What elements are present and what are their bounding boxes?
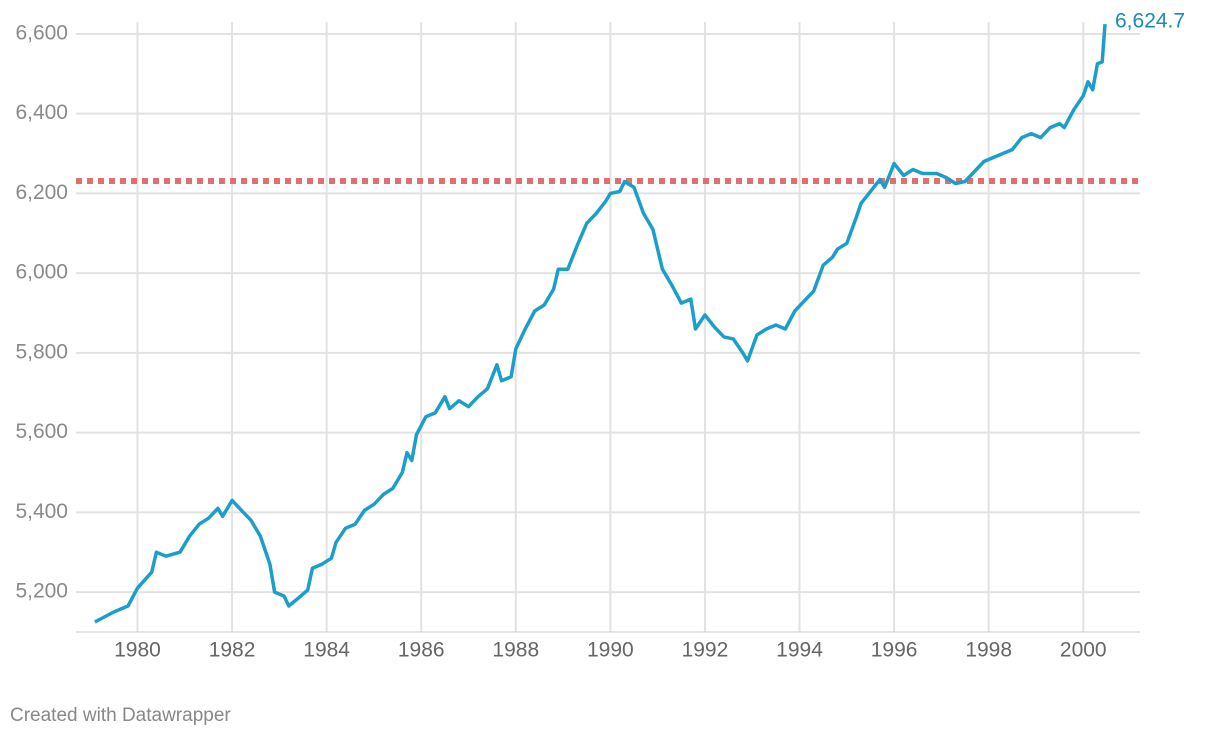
y-tick-label: 6,400 bbox=[15, 101, 68, 124]
y-tick-label: 5,600 bbox=[15, 420, 68, 443]
y-tick-label: 6,600 bbox=[15, 21, 68, 44]
data-line bbox=[94, 23, 1107, 624]
x-tick-label: 1992 bbox=[682, 639, 729, 662]
footer: Created with Datawrapper bbox=[10, 705, 231, 726]
y-tick-label: 6,200 bbox=[15, 181, 68, 204]
end-label: 6,624.7 bbox=[1115, 10, 1185, 33]
y-tick-label: 5,400 bbox=[15, 500, 68, 523]
x-tick-label: 1990 bbox=[587, 639, 634, 662]
y-tick-label: 5,800 bbox=[15, 340, 68, 363]
x-tick-label: 1998 bbox=[965, 639, 1012, 662]
x-tick-label: 1996 bbox=[871, 639, 918, 662]
x-tick-label: 1994 bbox=[776, 639, 823, 662]
x-tick-label: 1988 bbox=[492, 639, 539, 662]
x-tick-label: 1982 bbox=[209, 639, 256, 662]
x-tick-label: 2000 bbox=[1060, 639, 1107, 662]
x-tick-label: 1984 bbox=[303, 639, 350, 662]
x-tick-label: 1980 bbox=[114, 639, 161, 662]
x-tick-label: 1986 bbox=[398, 639, 445, 662]
y-tick-label: 6,000 bbox=[15, 261, 68, 284]
y-tick-label: 5,200 bbox=[15, 580, 68, 603]
